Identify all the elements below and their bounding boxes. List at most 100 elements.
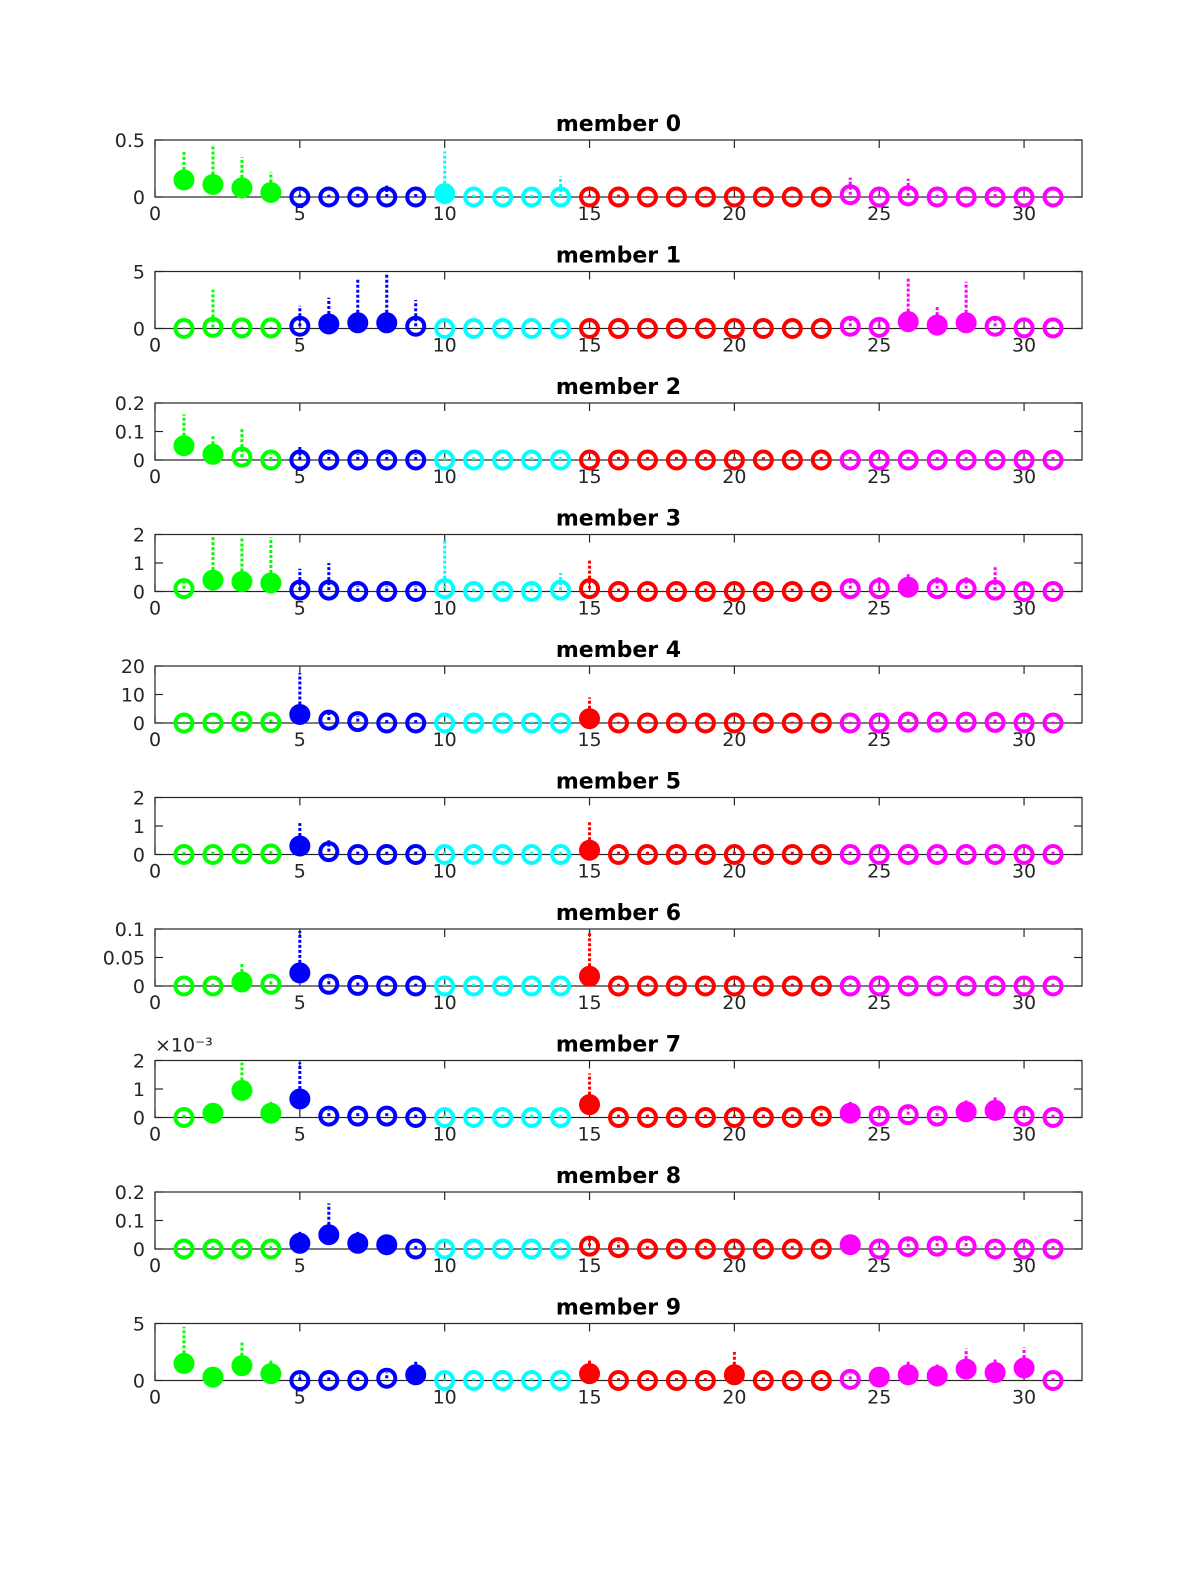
data-point: [376, 449, 398, 471]
data-point: [955, 186, 977, 208]
data-point: [434, 1238, 456, 1260]
data-point: [984, 1099, 1006, 1121]
data-point: [1013, 581, 1035, 602]
data-point: [665, 1107, 687, 1128]
x-tick-label: 20: [722, 335, 746, 357]
data-point: [897, 844, 919, 865]
x-tick-label: 30: [1012, 335, 1036, 357]
x-tick-label: 25: [867, 335, 891, 357]
x-tick-label: 10: [433, 598, 457, 620]
y-tick-label: 0: [133, 319, 145, 341]
data-point: [694, 449, 716, 471]
data-point: [463, 1107, 485, 1128]
data-point: [550, 844, 572, 865]
subplot-title: member 5: [556, 770, 681, 795]
data-point: [636, 712, 658, 734]
data-point: [723, 1238, 745, 1260]
data-point: [723, 1107, 745, 1128]
data-point: [260, 843, 282, 865]
data-point: [810, 1370, 832, 1391]
x-tick-label: 30: [1012, 1124, 1036, 1146]
data-point: [318, 1105, 340, 1127]
data-point: [550, 186, 572, 208]
data-point: [1042, 975, 1064, 997]
data-point: [723, 844, 745, 865]
data-point: [202, 569, 224, 591]
y-tick-label: 1: [133, 553, 145, 575]
y-tick-label: 1: [133, 1079, 145, 1101]
data-point: [231, 971, 253, 993]
data-point: [521, 844, 543, 865]
data-point: [289, 449, 311, 471]
y-tick-label: 0.1: [115, 1211, 145, 1233]
y-tick-label: 0: [133, 450, 145, 472]
y-tick-label: 1: [133, 816, 145, 838]
data-point: [781, 581, 803, 602]
y-tick-label: 20: [121, 656, 145, 678]
data-point: [492, 318, 514, 339]
data-point: [781, 975, 803, 997]
data-point: [752, 581, 774, 602]
data-point: [608, 1370, 629, 1391]
x-tick-label: 25: [867, 598, 891, 620]
data-point: [810, 186, 832, 208]
x-tick-label: 20: [722, 598, 746, 620]
data-point: [405, 449, 427, 471]
data-point: [405, 581, 427, 602]
data-point: [955, 1101, 977, 1123]
data-point: [1013, 1357, 1035, 1379]
data-point: [173, 435, 195, 457]
data-point: [636, 449, 658, 471]
data-point: [231, 446, 253, 468]
data-point: [984, 186, 1006, 208]
data-point: [810, 844, 832, 865]
data-point: [955, 578, 977, 600]
data-point: [463, 186, 485, 208]
data-point: [839, 1102, 861, 1124]
data-point: [202, 173, 224, 195]
data-point: [260, 317, 282, 339]
data-point: [608, 581, 629, 602]
data-point: [723, 318, 745, 339]
data-point: [926, 711, 948, 733]
x-tick-label: 0: [149, 729, 161, 751]
x-tick-label: 10: [433, 466, 457, 488]
data-point: [752, 1107, 774, 1128]
data-point: [550, 712, 572, 734]
data-point: [202, 844, 224, 865]
x-tick-label: 30: [1012, 729, 1036, 751]
data-point: [636, 318, 658, 339]
data-point: [839, 975, 861, 997]
data-point: [202, 1102, 224, 1124]
x-tick-label: 5: [294, 1255, 306, 1277]
subplot-title: member 8: [556, 1164, 681, 1189]
data-point: [289, 1370, 311, 1391]
data-point: [405, 1107, 427, 1128]
data-point: [376, 186, 398, 208]
data-point: [868, 844, 890, 865]
x-tick-label: 20: [722, 729, 746, 751]
y-tick-label: 0: [133, 1371, 145, 1393]
data-point: [1042, 1238, 1064, 1260]
data-point: [984, 711, 1006, 733]
x-tick-label: 10: [433, 1124, 457, 1146]
data-point: [289, 835, 311, 857]
data-point: [173, 975, 195, 997]
data-point: [463, 1238, 485, 1260]
data-point: [810, 581, 832, 602]
x-tick-label: 5: [294, 729, 306, 751]
x-tick-label: 30: [1012, 598, 1036, 620]
data-point: [579, 449, 601, 471]
data-point: [868, 449, 890, 471]
x-tick-label: 25: [867, 861, 891, 883]
data-point: [434, 1107, 456, 1128]
data-point: [984, 449, 1006, 471]
data-point: [231, 1355, 253, 1377]
data-point: [868, 1238, 890, 1260]
data-point: [318, 1224, 340, 1246]
data-point: [289, 703, 311, 725]
data-point: [434, 449, 456, 471]
data-point: [810, 712, 832, 734]
data-point: [1042, 581, 1064, 602]
